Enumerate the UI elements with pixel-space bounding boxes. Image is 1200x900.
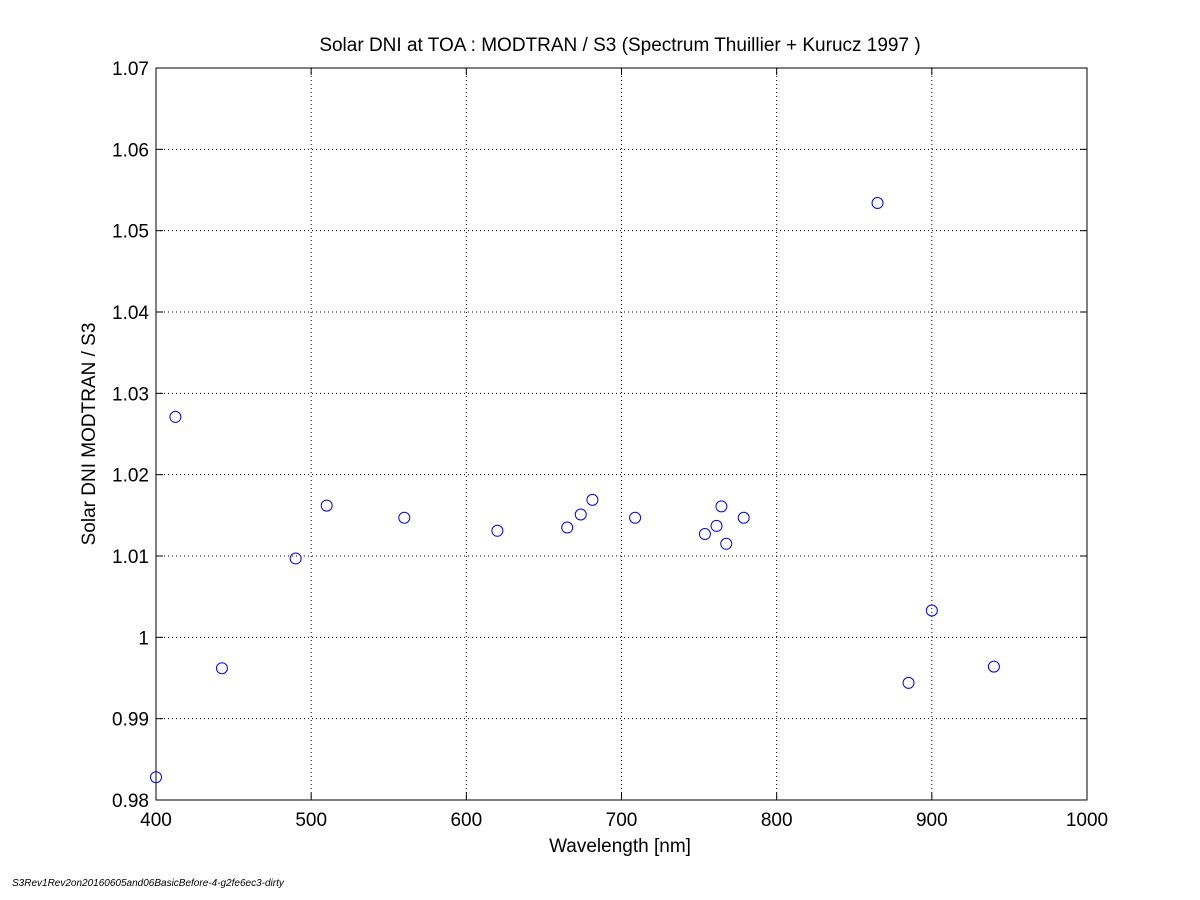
- data-point: [710, 519, 723, 532]
- y-tick-label: 1.07: [112, 59, 149, 80]
- data-point: [320, 499, 333, 512]
- x-tick-label: 400: [140, 810, 172, 831]
- data-point: [629, 511, 642, 524]
- x-tick-label: 900: [916, 810, 948, 831]
- y-tick-label: 1.01: [112, 547, 149, 568]
- data-point: [491, 524, 504, 537]
- x-tick-label: 600: [450, 810, 482, 831]
- y-axis-ticks: 0.98 0.99 1 1.01 1.02 1.03 1.04 1.05 1.06 1.07: [112, 59, 1087, 812]
- x-tick-label: 700: [606, 810, 638, 831]
- data-point: [925, 604, 938, 617]
- data-point: [987, 660, 1000, 673]
- data-point: [720, 537, 733, 550]
- data-point: [715, 500, 728, 513]
- data-point: [698, 528, 711, 541]
- y-tick-label: 1.02: [112, 466, 149, 487]
- data-point: [398, 511, 411, 524]
- y-tick-label: 1.05: [112, 222, 149, 243]
- data-point: [561, 521, 574, 534]
- y-tick-label: 1.04: [112, 303, 149, 324]
- x-tick-label: 1000: [1066, 810, 1108, 831]
- data-point: [586, 493, 599, 506]
- x-tick-label: 500: [295, 810, 327, 831]
- y-tick-label: 1.06: [112, 140, 149, 161]
- footer-version-text: S3Rev1Rev2on20160605and06BasicBefore-4-g…: [12, 878, 284, 889]
- data-point: [169, 410, 182, 423]
- x-axis-label: Wavelength [nm]: [549, 836, 691, 857]
- data-point: [871, 197, 884, 210]
- y-axis-label: Solar DNI MODTRAN / S3: [79, 323, 100, 546]
- data-point: [574, 508, 587, 521]
- x-axis-ticks: 400 500 600 700 800 900 1000: [140, 68, 1108, 831]
- y-tick-label: 0.98: [112, 791, 149, 812]
- y-tick-label: 1: [138, 628, 149, 649]
- x-tick-label: 800: [761, 810, 793, 831]
- y-tick-label: 0.99: [112, 710, 149, 731]
- y-tick-label: 1.03: [112, 384, 149, 405]
- data-point: [215, 662, 228, 675]
- data-points: [150, 197, 1000, 784]
- data-point: [902, 676, 915, 689]
- data-point: [150, 771, 162, 784]
- plot-area: [156, 68, 1087, 800]
- data-point: [737, 511, 750, 524]
- chart-title: Solar DNI at TOA : MODTRAN / S3 (Spectru…: [319, 35, 920, 56]
- data-point: [289, 552, 302, 565]
